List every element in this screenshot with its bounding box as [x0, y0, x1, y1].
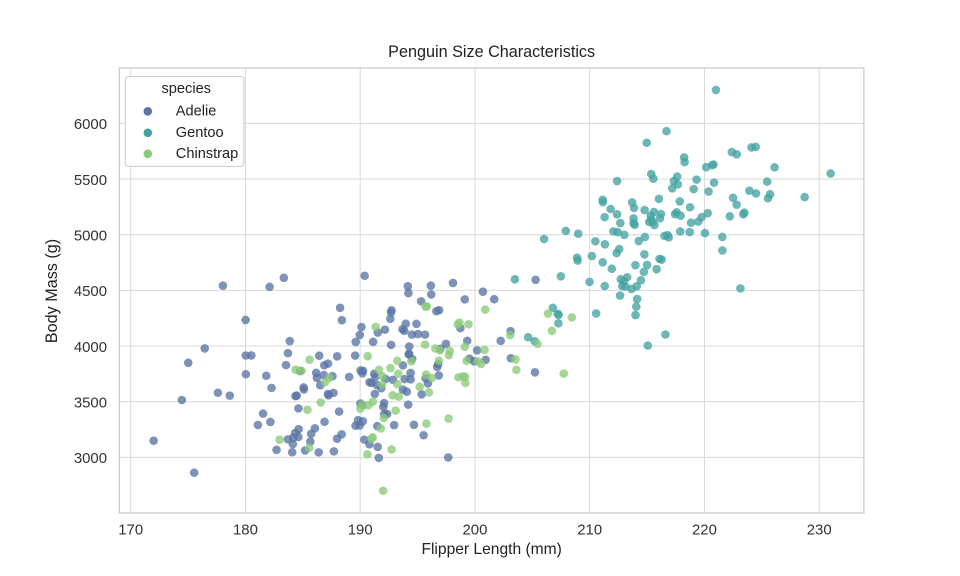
svg-text:230: 230 [807, 523, 832, 539]
svg-text:190: 190 [348, 523, 373, 539]
svg-text:Chinstrap: Chinstrap [176, 146, 238, 162]
svg-text:180: 180 [233, 523, 258, 539]
svg-text:5500: 5500 [74, 173, 107, 189]
svg-text:species: species [162, 81, 211, 97]
svg-text:4500: 4500 [74, 284, 107, 300]
svg-text:5000: 5000 [74, 228, 107, 244]
svg-text:Adelie: Adelie [176, 103, 217, 119]
svg-text:170: 170 [118, 523, 143, 539]
svg-text:210: 210 [577, 523, 602, 539]
svg-text:6000: 6000 [74, 117, 107, 133]
svg-text:3000: 3000 [74, 451, 107, 467]
svg-text:220: 220 [692, 523, 717, 539]
svg-text:3500: 3500 [74, 395, 107, 411]
svg-text:200: 200 [463, 523, 488, 539]
svg-text:Gentoo: Gentoo [176, 125, 224, 141]
svg-text:4000: 4000 [74, 340, 107, 356]
